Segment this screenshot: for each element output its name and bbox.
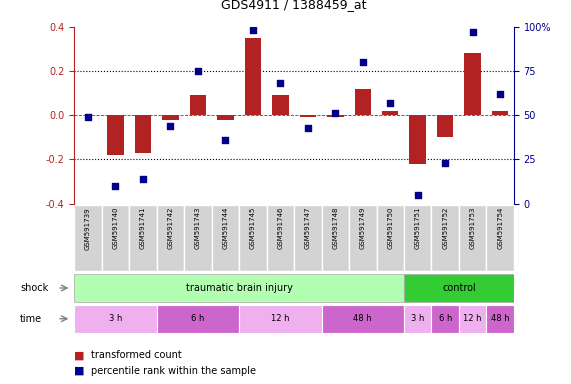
- Text: GDS4911 / 1388459_at: GDS4911 / 1388459_at: [222, 0, 367, 12]
- Bar: [437, 115, 453, 137]
- Bar: [190, 95, 206, 115]
- FancyBboxPatch shape: [267, 205, 294, 271]
- FancyBboxPatch shape: [74, 305, 156, 333]
- Text: GSM591745: GSM591745: [250, 207, 256, 249]
- Text: transformed count: transformed count: [91, 350, 182, 360]
- FancyBboxPatch shape: [432, 205, 459, 271]
- FancyBboxPatch shape: [102, 205, 129, 271]
- FancyBboxPatch shape: [294, 205, 321, 271]
- Bar: [135, 115, 151, 153]
- Point: [358, 59, 367, 65]
- Point: [83, 114, 93, 120]
- Point: [441, 160, 450, 166]
- FancyBboxPatch shape: [459, 205, 486, 271]
- Point: [468, 29, 477, 35]
- Text: ■: ■: [74, 350, 85, 360]
- Point: [413, 192, 423, 198]
- Bar: [327, 115, 344, 118]
- Text: 48 h: 48 h: [491, 314, 509, 323]
- FancyBboxPatch shape: [376, 205, 404, 271]
- Point: [496, 91, 505, 97]
- Bar: [464, 53, 481, 115]
- Text: GSM591741: GSM591741: [140, 207, 146, 250]
- Point: [194, 68, 203, 74]
- Point: [111, 183, 120, 189]
- Text: GSM591744: GSM591744: [222, 207, 228, 249]
- FancyBboxPatch shape: [74, 205, 102, 271]
- Text: time: time: [20, 314, 42, 324]
- Text: shock: shock: [20, 283, 48, 293]
- FancyBboxPatch shape: [404, 205, 432, 271]
- FancyBboxPatch shape: [321, 305, 404, 333]
- Bar: [409, 115, 426, 164]
- Bar: [244, 38, 261, 115]
- Bar: [272, 95, 288, 115]
- FancyBboxPatch shape: [459, 305, 486, 333]
- Text: 6 h: 6 h: [439, 314, 452, 323]
- Point: [221, 137, 230, 143]
- Text: GSM591746: GSM591746: [278, 207, 283, 250]
- FancyBboxPatch shape: [212, 205, 239, 271]
- Point: [166, 123, 175, 129]
- Bar: [217, 115, 234, 120]
- FancyBboxPatch shape: [156, 305, 239, 333]
- Point: [303, 124, 312, 131]
- Text: 6 h: 6 h: [191, 314, 204, 323]
- Text: traumatic brain injury: traumatic brain injury: [186, 283, 292, 293]
- Text: 3 h: 3 h: [411, 314, 424, 323]
- Bar: [107, 115, 124, 155]
- FancyBboxPatch shape: [432, 305, 459, 333]
- Text: GSM591754: GSM591754: [497, 207, 503, 249]
- FancyBboxPatch shape: [239, 205, 267, 271]
- Text: GSM591750: GSM591750: [387, 207, 393, 250]
- Text: 3 h: 3 h: [108, 314, 122, 323]
- Point: [248, 27, 258, 33]
- Bar: [492, 111, 508, 115]
- Bar: [382, 111, 399, 115]
- FancyBboxPatch shape: [486, 305, 514, 333]
- Bar: [355, 89, 371, 115]
- Text: GSM591740: GSM591740: [112, 207, 118, 250]
- FancyBboxPatch shape: [156, 205, 184, 271]
- FancyBboxPatch shape: [74, 274, 404, 302]
- Bar: [162, 115, 179, 120]
- Text: percentile rank within the sample: percentile rank within the sample: [91, 366, 256, 376]
- FancyBboxPatch shape: [486, 205, 514, 271]
- FancyBboxPatch shape: [184, 205, 212, 271]
- Text: GSM591751: GSM591751: [415, 207, 421, 250]
- Text: GSM591742: GSM591742: [167, 207, 174, 249]
- Text: GSM591747: GSM591747: [305, 207, 311, 250]
- FancyBboxPatch shape: [239, 305, 321, 333]
- Text: 12 h: 12 h: [464, 314, 482, 323]
- Point: [138, 176, 147, 182]
- Text: GSM591739: GSM591739: [85, 207, 91, 250]
- FancyBboxPatch shape: [321, 205, 349, 271]
- Text: GSM591752: GSM591752: [442, 207, 448, 249]
- Text: GSM591753: GSM591753: [470, 207, 476, 250]
- Point: [385, 100, 395, 106]
- Text: GSM591749: GSM591749: [360, 207, 366, 250]
- Point: [276, 80, 285, 86]
- FancyBboxPatch shape: [349, 205, 376, 271]
- Text: 48 h: 48 h: [353, 314, 372, 323]
- Point: [331, 110, 340, 116]
- Text: GSM591748: GSM591748: [332, 207, 338, 250]
- FancyBboxPatch shape: [129, 205, 156, 271]
- Text: control: control: [442, 283, 476, 293]
- Text: GSM591743: GSM591743: [195, 207, 201, 250]
- FancyBboxPatch shape: [404, 274, 514, 302]
- FancyBboxPatch shape: [404, 305, 432, 333]
- Bar: [300, 115, 316, 118]
- Text: ■: ■: [74, 366, 85, 376]
- Text: 12 h: 12 h: [271, 314, 289, 323]
